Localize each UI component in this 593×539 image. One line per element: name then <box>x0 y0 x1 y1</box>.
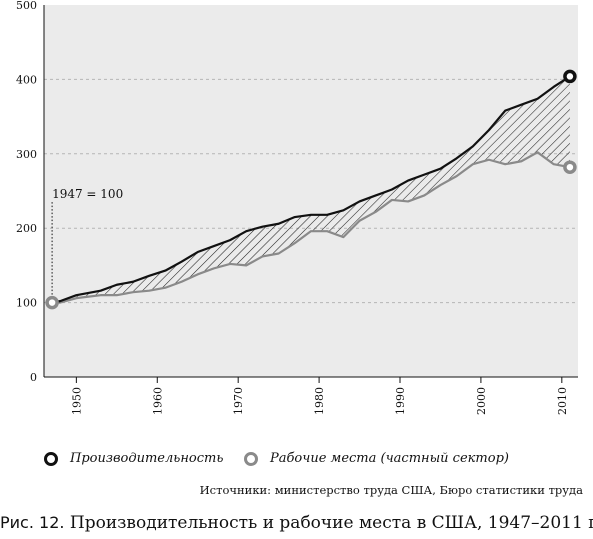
jobs-end-marker <box>563 160 577 174</box>
legend-item-productivity: Производительность <box>44 451 223 466</box>
start-marker <box>45 295 59 310</box>
legend: Производительность Рабочие места (частны… <box>44 451 584 471</box>
caption-text: Производительность и рабочие места в США… <box>64 513 593 533</box>
y-tick-label: 100 <box>16 297 37 310</box>
jobs-marker-icon <box>244 451 258 466</box>
annotation-label: 1947 = 100 <box>52 187 123 201</box>
x-tick-label: 2000 <box>475 387 488 415</box>
legend-label-productivity: Производительность <box>70 451 224 466</box>
y-tick-label: 0 <box>30 371 37 384</box>
chart-area: 0 100 200 300 400 500 1950 1960 1970 1980 1990 2000… <box>16 0 578 415</box>
productivity-marker-icon <box>44 451 58 466</box>
x-tick-label: 1960 <box>151 387 164 415</box>
legend-item-jobs: Рабочие места (частный сектор) <box>244 451 509 466</box>
y-tick-label: 500 <box>16 0 37 12</box>
figure-caption: Рис. 12. Производительность и рабочие ме… <box>0 513 593 533</box>
x-tick-label: 1970 <box>232 387 245 415</box>
y-tick-label: 300 <box>16 148 37 161</box>
x-tick-label: 1950 <box>70 387 83 415</box>
legend-label-jobs: Рабочие места (частный сектор) <box>270 451 509 466</box>
y-tick-label: 200 <box>16 222 37 235</box>
x-tick-label: 2010 <box>556 387 569 415</box>
jobs-line <box>52 151 571 304</box>
productivity-line <box>51 75 571 304</box>
plot-background <box>44 5 578 377</box>
chart-svg: 0 100 200 300 400 500 1950 1960 1970 1980 1990 2000… <box>16 0 578 415</box>
x-tick-label: 1980 <box>313 387 326 415</box>
x-tick-label: 1990 <box>394 387 407 415</box>
productivity-end-marker <box>563 69 577 84</box>
y-tick-label: 400 <box>16 73 37 86</box>
caption-number: Рис. 12. <box>0 513 65 532</box>
source-note: Источники: министерство труда США, Бюро … <box>199 483 583 497</box>
